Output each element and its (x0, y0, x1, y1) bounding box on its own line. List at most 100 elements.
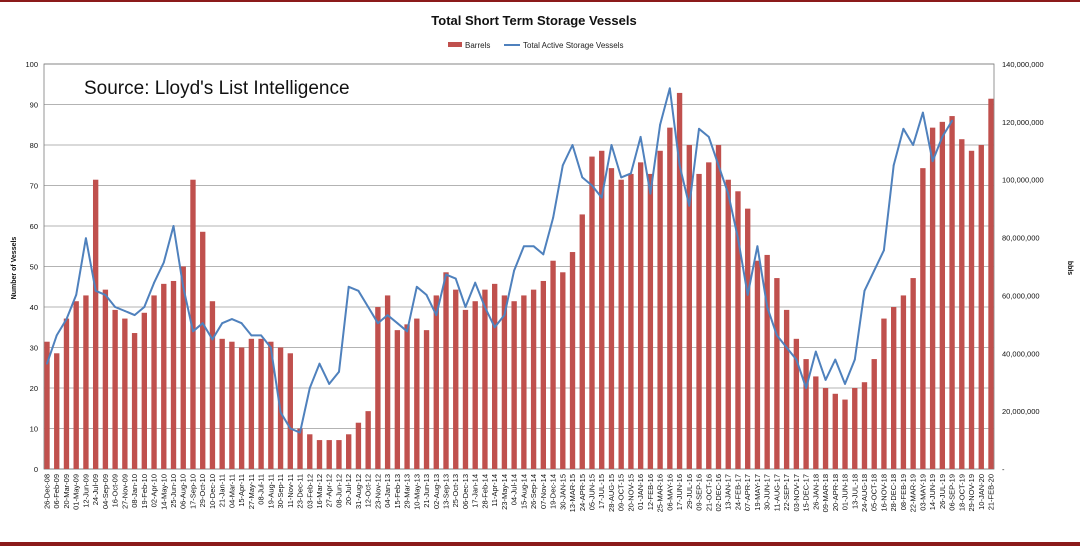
bar (667, 127, 673, 470)
bar (122, 318, 128, 469)
x-tick-label: 23-Dec-11 (296, 474, 305, 508)
bar (745, 208, 751, 469)
bar (715, 145, 722, 469)
line-point (571, 144, 574, 146)
bar (579, 214, 585, 469)
y-tick-label-left: 90 (30, 101, 38, 110)
bar (939, 121, 946, 469)
bar (307, 434, 313, 469)
bar (355, 422, 362, 469)
x-tick-label: 15-Aug-14 (519, 474, 528, 509)
line-point (921, 111, 924, 114)
line-point (338, 370, 340, 373)
x-tick-label: 16-Oct-09 (111, 474, 120, 507)
x-tick-label: 15-DEC-17 (802, 474, 811, 512)
legend-label-vessels: Total Active Storage Vessels (523, 41, 624, 50)
bar (521, 295, 527, 469)
x-tick-label: 12-FEB-16 (646, 474, 655, 510)
x-tick-label: 17-Jan-14 (471, 474, 480, 508)
y-tick-label-left: 30 (30, 344, 38, 353)
line-point (172, 225, 175, 227)
line-point (775, 334, 778, 337)
x-tick-label: 20-NOV-15 (626, 474, 635, 512)
x-tick-label: 26-Dec-08 (43, 474, 52, 509)
line-point (620, 176, 623, 179)
x-tick-label: 19-Dec-14 (549, 474, 558, 509)
bar (920, 168, 926, 469)
x-tick-label: 25-Oct-13 (451, 474, 460, 507)
bar (141, 312, 147, 469)
bar (190, 179, 196, 469)
x-tick-label: 30-JAN-15 (558, 474, 567, 510)
line-point (814, 350, 817, 353)
x-tick-label: 26-Sep-14 (529, 474, 538, 509)
line-point (406, 330, 408, 333)
line-point (785, 346, 788, 349)
bar (861, 382, 868, 469)
bar (161, 283, 167, 469)
x-tick-label: 24-AUG-18 (860, 474, 869, 512)
x-tick-label: 06-SEP-19 (948, 474, 957, 511)
line-point (892, 164, 895, 167)
line-point (162, 261, 165, 264)
x-tick-label: 07-APR-17 (743, 474, 752, 511)
bar (423, 330, 430, 469)
line-point (513, 269, 516, 272)
x-tick-label: 19-MAY-17 (753, 474, 762, 511)
x-tick-label: 09-OCT-15 (617, 474, 626, 511)
x-tick-label: 05-JUN-15 (588, 474, 597, 510)
bar (774, 278, 780, 469)
bar (550, 260, 556, 469)
line-point (688, 204, 691, 207)
y-tick-label-left: 70 (30, 182, 38, 191)
line-point (250, 334, 253, 337)
bar (384, 295, 391, 469)
x-tick-label: 30-Sep-11 (276, 474, 285, 508)
x-tick-label: 13-JAN-17 (724, 474, 733, 510)
line-point (269, 346, 272, 349)
bar (881, 318, 887, 469)
bar (783, 309, 790, 469)
bar (287, 353, 293, 469)
line-point (357, 289, 360, 292)
line-point (678, 164, 681, 167)
x-tick-label: 18-OCT-19 (957, 474, 966, 511)
y-tick-label-right: 100,000,000 (1002, 176, 1044, 185)
line-point (425, 293, 428, 296)
legend: Barrels Total Active Storage Vessels (448, 41, 624, 50)
bar (83, 295, 89, 469)
bar (131, 333, 138, 469)
x-tick-label: 25-Jun-10 (169, 474, 178, 508)
x-axis: 26-Dec-08 06-Feb-09 20-Mar-09 01-May-09 12-J… (43, 474, 996, 512)
x-tick-label: 02-Aug-13 (432, 474, 441, 509)
x-tick-label: 06-MAY-16 (665, 474, 674, 511)
plot-area (43, 63, 995, 470)
x-tick-label: 26-JAN-18 (811, 474, 820, 510)
y-tick-label-right: - (1002, 465, 1005, 474)
x-tick-label: 04-Mar-11 (227, 474, 236, 508)
line-point (756, 245, 759, 248)
line-point (766, 306, 769, 308)
line-point (863, 289, 866, 292)
line-series (46, 87, 953, 434)
x-tick-label: 09-SEP-16 (695, 474, 704, 511)
bar (151, 295, 157, 469)
bottom-border (0, 542, 1080, 546)
x-tick-label: 06-Aug-10 (179, 474, 188, 509)
bar (365, 411, 371, 469)
bar (394, 330, 401, 469)
line-point (795, 358, 798, 361)
x-tick-label: 11-Nov-11 (286, 474, 295, 508)
line-point (941, 136, 944, 138)
x-tick-label: 27-May-11 (247, 474, 256, 509)
x-tick-label: 10-Dec-10 (208, 474, 217, 509)
x-tick-label: 20-Jul-12 (344, 474, 353, 505)
x-tick-label: 11-Apr-14 (490, 474, 499, 507)
y-tick-label-right: 80,000,000 (1002, 234, 1040, 243)
y-tick-label-right: 20,000,000 (1002, 407, 1040, 416)
line-point (415, 285, 418, 288)
bar (988, 98, 994, 469)
bar (238, 347, 245, 469)
legend-label-barrels: Barrels (465, 41, 490, 50)
line-point (639, 136, 642, 138)
